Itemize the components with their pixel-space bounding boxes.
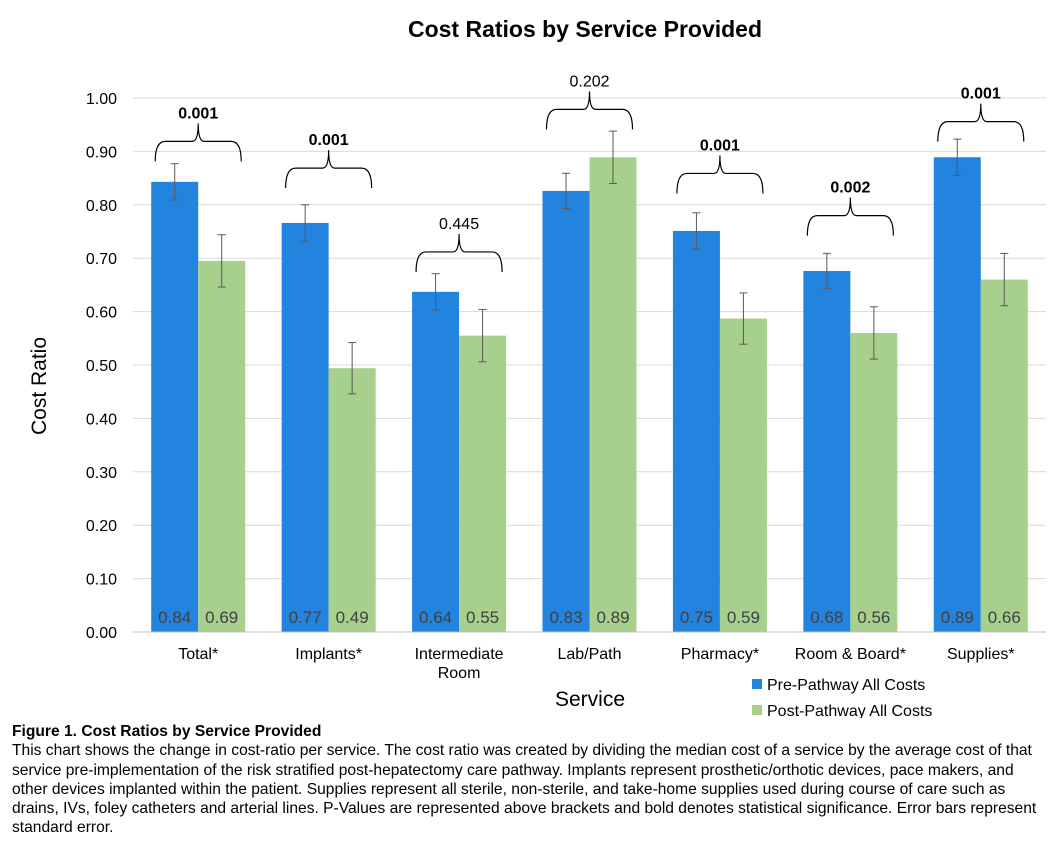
y-tick-label: 0.00: [86, 625, 117, 642]
significance-bracket: [415, 233, 503, 272]
cost-ratio-chart: Cost Ratios by Service Provided 0.00 0.10…: [28, 16, 1046, 718]
x-tick-label: Pharmacy*: [681, 646, 759, 663]
bar-post: [198, 260, 246, 632]
data-label: 0.83: [549, 608, 582, 627]
p-value-label: 0.001: [309, 132, 349, 149]
bar-pre: [542, 190, 590, 632]
caption-body: This chart shows the change in cost-rati…: [12, 742, 1037, 837]
data-label: 0.75: [680, 608, 713, 627]
significance-bracket: [154, 123, 242, 162]
significance-bracket: [545, 91, 634, 130]
data-label: 0.84: [158, 608, 191, 627]
bar-pre: [803, 271, 851, 632]
y-tick-label: 0.20: [86, 518, 117, 535]
p-value-label: 0.001: [700, 137, 740, 154]
y-axis-title: Cost Ratio: [28, 337, 51, 435]
data-label: 0.64: [419, 608, 452, 627]
bar-post: [719, 318, 767, 632]
x-tick-label: Supplies*: [947, 646, 1015, 663]
legend-label-post: Post-Pathway All Costs: [767, 703, 932, 718]
data-label: 0.66: [988, 608, 1021, 627]
bar-post: [980, 279, 1028, 632]
y-tick-label: 1.00: [86, 91, 117, 108]
x-tick-label: Total*: [178, 646, 218, 663]
bar-post: [850, 332, 898, 632]
y-tick-label: 0.10: [86, 572, 117, 589]
legend-swatch-pre: [752, 679, 762, 689]
error-bars: [170, 130, 1009, 395]
x-tick-label: Implants*: [295, 646, 362, 663]
data-label: 0.77: [289, 608, 322, 627]
significance-bracket: [285, 150, 373, 189]
legend-label-pre: Pre-Pathway All Costs: [767, 677, 925, 694]
data-label: 0.55: [466, 608, 499, 627]
chart-title: Cost Ratios by Service Provided: [408, 16, 762, 42]
figure-caption: Figure 1. Cost Ratios by Service Provide…: [12, 722, 1052, 838]
x-tick-label: Lab/Path: [557, 646, 621, 663]
legend-swatch-post: [752, 705, 762, 715]
x-tick-label: Room & Board*: [795, 646, 906, 663]
y-tick-label: 0.30: [86, 465, 117, 482]
x-tick-label: Room: [438, 665, 481, 682]
y-tick-label: 0.50: [86, 358, 117, 375]
legend: Pre-Pathway All Costs Post-Pathway All C…: [752, 677, 932, 718]
p-value-label: 0.001: [178, 105, 218, 122]
p-value-label: 0.445: [439, 216, 479, 233]
x-axis-ticks: Total* Implants* Intermediate Room Lab/Path P…: [178, 646, 1014, 682]
caption-title: Figure 1. Cost Ratios by Service Provide…: [12, 723, 322, 740]
significance-bracket: [937, 103, 1025, 142]
p-value-label: 0.002: [830, 180, 870, 197]
p-value-label: 0.001: [961, 86, 1001, 103]
x-axis-title: Service: [555, 688, 625, 711]
y-tick-label: 0.70: [86, 251, 117, 268]
bar-pre: [412, 291, 460, 632]
data-label: 0.89: [596, 608, 629, 627]
bar-pre: [933, 157, 981, 633]
bar-post: [459, 335, 507, 632]
data-labels: 0.84 0.77 0.64 0.83 0.75 0.68 0.89 0.69 0.49 0.55…: [158, 608, 1021, 627]
bar-post: [328, 368, 376, 632]
bars: [151, 157, 1028, 633]
bar-pre: [151, 181, 199, 632]
x-tick-label: Intermediate: [415, 646, 504, 663]
bar-post: [589, 157, 637, 633]
data-label: 0.56: [857, 608, 890, 627]
data-label: 0.59: [727, 608, 760, 627]
p-value-label: 0.202: [569, 73, 609, 90]
bar-pre: [281, 222, 329, 632]
y-tick-label: 0.40: [86, 411, 117, 428]
significance-brackets: 0.001 0.001 0.445 0.202 0.001 0.002 0.001: [154, 73, 1025, 272]
data-label: 0.68: [810, 608, 843, 627]
y-axis-ticks: 0.00 0.10 0.20 0.30 0.40 0.50 0.60 0.70 0.80 0.90…: [86, 91, 117, 642]
y-tick-label: 0.90: [86, 144, 117, 161]
data-label: 0.49: [336, 608, 369, 627]
data-label: 0.89: [941, 608, 974, 627]
data-label: 0.69: [205, 608, 238, 627]
bar-pre: [672, 230, 720, 632]
y-tick-label: 0.80: [86, 198, 117, 215]
y-tick-label: 0.60: [86, 305, 117, 322]
significance-bracket: [676, 155, 764, 194]
significance-bracket: [806, 197, 894, 236]
